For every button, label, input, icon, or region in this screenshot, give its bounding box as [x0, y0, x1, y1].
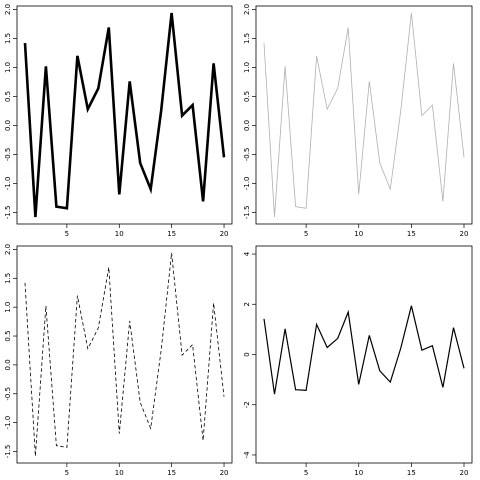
- y-tick-label: 1.0: [4, 62, 12, 73]
- y-tick-label: 0.5: [4, 91, 12, 102]
- y-tick-label: -1.5: [243, 206, 251, 220]
- y-tick-label: 2.0: [243, 4, 251, 15]
- x-tick-label: 15: [407, 230, 416, 238]
- y-tick-label: 1.0: [243, 62, 251, 73]
- x-tick-label: 5: [65, 469, 69, 477]
- y-tick-label: 0.0: [243, 120, 251, 131]
- plot-frame: [255, 5, 473, 225]
- y-tick-label: 4: [243, 251, 251, 256]
- x-tick-label: 15: [167, 469, 176, 477]
- series-line-1: [263, 305, 465, 395]
- chart-panel-4: 5 10 15 20 -4 -2 0 2 4: [243, 245, 473, 477]
- y-tick-label: -0.5: [4, 387, 12, 401]
- y-tick-label: -1.0: [243, 177, 251, 191]
- y-tick-label: 2: [243, 302, 251, 306]
- y-tick-label: 0.5: [243, 91, 251, 102]
- series-line-1: [24, 252, 225, 457]
- x-tick-label: 10: [115, 469, 124, 477]
- y-tick-label: 2.0: [4, 4, 12, 15]
- x-tick-label: 20: [220, 230, 229, 238]
- y-tick-label: 0.0: [4, 359, 12, 370]
- series-line-1: [23, 12, 226, 218]
- x-tick-label: 20: [460, 230, 469, 238]
- y-tick-label: -2: [243, 401, 251, 408]
- series-line-1: [263, 12, 465, 218]
- y-tick-label: -1.0: [4, 416, 12, 430]
- y-tick-label: -0.5: [4, 148, 12, 162]
- x-tick-label: 5: [304, 230, 308, 238]
- x-tick-label: 5: [65, 230, 69, 238]
- y-tick-label: -1.5: [4, 445, 12, 459]
- y-tick-label: -0.5: [243, 148, 251, 162]
- y-tick-label: 0: [243, 352, 251, 356]
- y-tick-label: 0.0: [4, 120, 12, 131]
- y-tick-label: 1.5: [4, 33, 12, 44]
- x-tick-label: 5: [304, 469, 308, 477]
- x-tick-label: 15: [167, 230, 176, 238]
- chart-panel-1: 5 10 15 20 -1.5 -1.0 -0.5 0.0 0.5 1.0 1.5 2.0: [4, 4, 233, 238]
- plot-frame: [16, 245, 233, 464]
- x-tick-label: 10: [354, 230, 363, 238]
- x-tick-label: 20: [220, 469, 229, 477]
- plot-frame: [255, 245, 473, 464]
- chart-panel-3: 5 10 15 20 -1.5 -1.0 -0.5 0.0 0.5 1.0 1.5 2.0: [4, 244, 233, 477]
- y-tick-label: 1.0: [4, 302, 12, 313]
- x-tick-label: 15: [407, 469, 416, 477]
- x-tick-label: 10: [354, 469, 363, 477]
- y-tick-label: 2.0: [4, 244, 12, 255]
- plot-frame: [16, 5, 233, 225]
- y-tick-label: -4: [243, 451, 251, 459]
- x-tick-label: 20: [460, 469, 469, 477]
- y-tick-label: 1.5: [4, 273, 12, 284]
- y-tick-label: -1.5: [4, 206, 12, 220]
- x-tick-label: 10: [115, 230, 124, 238]
- y-tick-label: 1.5: [243, 33, 251, 44]
- chart-panel-2: 5 10 15 20 -1.5 -1.0 -0.5 0.0 0.5 1.0 1.5 2.0: [243, 4, 473, 238]
- y-tick-label: -1.0: [4, 177, 12, 191]
- y-tick-label: 0.5: [4, 330, 12, 341]
